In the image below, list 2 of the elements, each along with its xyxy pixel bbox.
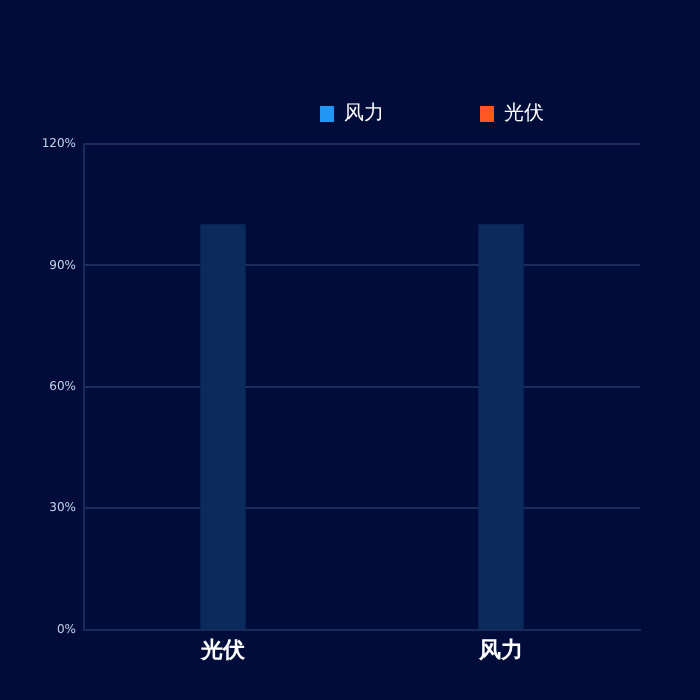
- legend-label: 光伏: [504, 101, 544, 126]
- legend-label: 风力: [344, 101, 384, 126]
